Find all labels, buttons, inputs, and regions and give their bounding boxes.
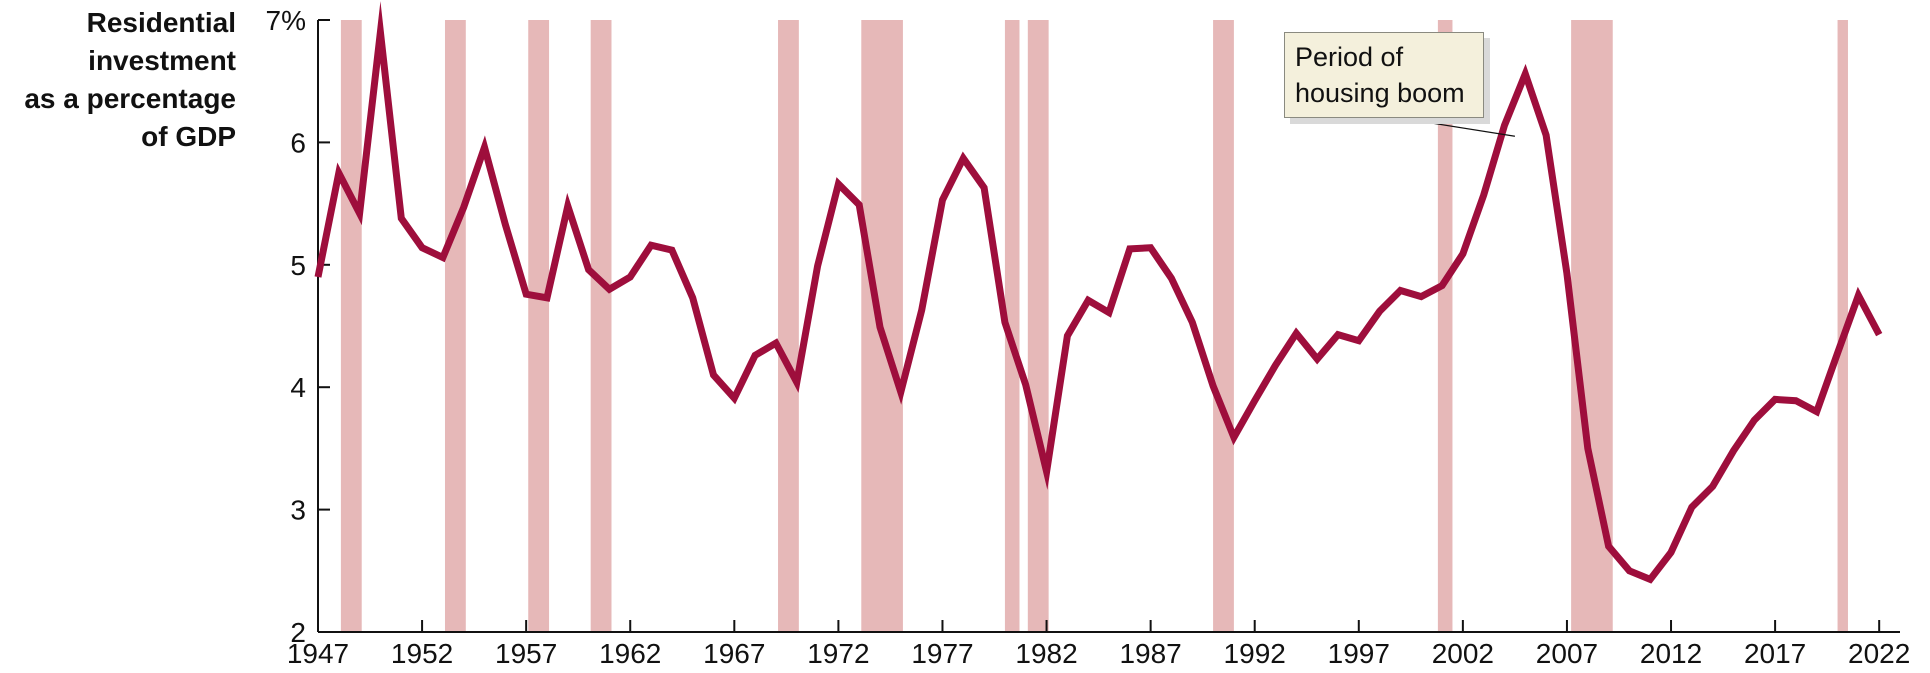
y-axis-label: Residential investment as a percentage o… [0, 4, 236, 156]
recession-band [778, 20, 799, 632]
y-tick-label: 6 [290, 127, 306, 158]
recession-band [1437, 20, 1453, 632]
x-tick-label: 1977 [911, 638, 973, 669]
y-tick-label: 5 [290, 250, 306, 281]
x-tick-label: 1957 [495, 638, 557, 669]
y-axis-label-line: as a percentage [24, 83, 236, 114]
y-tick-label: 3 [290, 495, 306, 526]
series-line [314, 1, 1883, 584]
y-tick-label: 7% [266, 5, 306, 36]
recession-bands [340, 20, 1848, 632]
x-tick-label: 1992 [1224, 638, 1286, 669]
recession-band [590, 20, 612, 632]
x-tick-label: 1947 [287, 638, 349, 669]
recession-band [1837, 20, 1848, 632]
x-tick-label: 2007 [1536, 638, 1598, 669]
axes: 2 3 4 5 6 7% 1947 1952 1957 1962 1967 1972 1977 1982 1… [266, 5, 1911, 669]
recession-band [1213, 20, 1234, 632]
x-tick-label: 1967 [703, 638, 765, 669]
series-lines [314, 1, 1883, 584]
recession-band [528, 20, 550, 632]
y-tick-label: 2 [290, 617, 306, 648]
y-axis-label-line: Residential [86, 7, 236, 38]
y-axis-label-line: of GDP [141, 121, 236, 152]
x-tick-label: 2002 [1432, 638, 1494, 669]
x-tick-label: 1987 [1119, 638, 1181, 669]
y-tick-label: 4 [290, 372, 306, 403]
x-tick-label: 1952 [391, 638, 453, 669]
x-tick-label: 1962 [599, 638, 661, 669]
annotation-leader [1399, 117, 1516, 137]
x-tick-label: 1982 [1015, 638, 1077, 669]
x-tick-label: 2012 [1640, 638, 1702, 669]
recession-band [340, 20, 362, 632]
x-tick-label: 1972 [807, 638, 869, 669]
annotation-leader-line [1399, 117, 1516, 137]
annotation-housing-boom: Period of housing boom [1284, 32, 1484, 118]
recession-band [1004, 20, 1020, 632]
x-tick-label: 2017 [1744, 638, 1806, 669]
x-tick-label: 2022 [1848, 638, 1910, 669]
y-axis-label-line: investment [88, 45, 236, 76]
x-tick-label: 1997 [1328, 638, 1390, 669]
recession-band [1027, 20, 1049, 632]
recession-band [444, 20, 466, 632]
